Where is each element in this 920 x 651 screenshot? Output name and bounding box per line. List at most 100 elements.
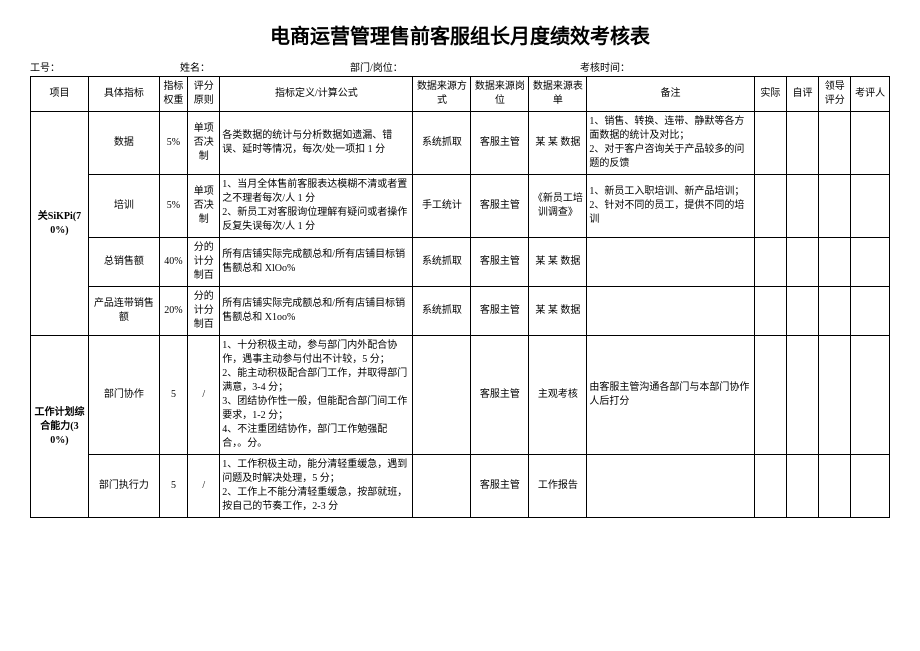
cell-self (786, 455, 818, 518)
cell-weight: 5 (159, 455, 187, 518)
cell-leader (819, 112, 851, 175)
group-cell: 关SiKPi(70%) (31, 112, 89, 336)
h-assessor: 考评人 (851, 77, 890, 112)
cell-source-form: 工作报告 (529, 455, 587, 518)
cell-actual (754, 112, 786, 175)
cell-actual (754, 175, 786, 238)
h-source-form: 数据来源表单 (529, 77, 587, 112)
cell-note (587, 238, 754, 287)
h-self: 自评 (786, 77, 818, 112)
cell-source-form: 《新员工培训调查》 (529, 175, 587, 238)
cell-note: 1、销售、转换、连带、静默等各方面数据的统计及对比； 2、对于客户咨询关于产品较… (587, 112, 754, 175)
cell-source-method (413, 455, 471, 518)
h-definition: 指标定义/计算公式 (220, 77, 413, 112)
h-leader: 领导评分 (819, 77, 851, 112)
h-indicator: 具体指标 (88, 77, 159, 112)
cell-definition: 各类数据的统计与分析数据如遗漏、错误、延时等情况，每次/处一项扣 1 分 (220, 112, 413, 175)
cell-rule: 单项否决制 (188, 112, 220, 175)
cell-source-post: 客服主管 (471, 238, 529, 287)
cell-source-form: 主观考核 (529, 336, 587, 455)
cell-assessor (851, 112, 890, 175)
cell-indicator: 产品连带销售额 (88, 287, 159, 336)
h-actual: 实际 (754, 77, 786, 112)
cell-rule: / (188, 455, 220, 518)
page-title: 电商运营管理售前客服组长月度绩效考核表 (30, 20, 890, 49)
cell-definition: 所有店铺实际完成额总和/所有店铺目标销售额总和 X1oo% (220, 287, 413, 336)
cell-self (786, 287, 818, 336)
table-row: 培训5%单项否决制1、当月全体售前客服表达模糊不清或者置之不理者每次/人 1 分… (31, 175, 890, 238)
cell-leader (819, 336, 851, 455)
cell-indicator: 培训 (88, 175, 159, 238)
cell-self (786, 112, 818, 175)
cell-rule: / (188, 336, 220, 455)
kpi-table: 项目 具体指标 指标权重 评分原则 指标定义/计算公式 数据来源方式 数据来源岗… (30, 76, 890, 518)
h-source-method: 数据来源方式 (413, 77, 471, 112)
cell-assessor (851, 238, 890, 287)
cell-definition: 1、当月全体售前客服表达模糊不清或者置之不理者每次/人 1 分 2、新员工对客服… (220, 175, 413, 238)
cell-source-form: 某 某 数据 (529, 112, 587, 175)
cell-definition: 1、十分积极主动，参与部门内外配合协作，遇事主动参与付出不计较，5 分； 2、能… (220, 336, 413, 455)
cell-source-post: 客服主管 (471, 112, 529, 175)
cell-weight: 5 (159, 336, 187, 455)
cell-source-form: 某 某 数据 (529, 287, 587, 336)
emp-no-label: 工号： (30, 59, 60, 74)
cell-actual (754, 455, 786, 518)
cell-rule: 分的计分制百 (188, 287, 220, 336)
cell-assessor (851, 455, 890, 518)
table-row: 总销售额40%分的计分制百所有店铺实际完成额总和/所有店铺目标销售额总和 XlO… (31, 238, 890, 287)
cell-leader (819, 175, 851, 238)
table-row: 产品连带销售额20%分的计分制百所有店铺实际完成额总和/所有店铺目标销售额总和 … (31, 287, 890, 336)
cell-actual (754, 287, 786, 336)
cell-assessor (851, 287, 890, 336)
dept-label: 部门/岗位： (350, 59, 403, 74)
cell-indicator: 总销售额 (88, 238, 159, 287)
cell-source-post: 客服主管 (471, 287, 529, 336)
table-row: 部门执行力5/1、工作积极主动，能分清轻重缓急，遇到问题及时解决处理，5 分； … (31, 455, 890, 518)
cell-self (786, 336, 818, 455)
h-rule: 评分原则 (188, 77, 220, 112)
cell-source-post: 客服主管 (471, 175, 529, 238)
cell-self (786, 175, 818, 238)
cell-indicator: 部门协作 (88, 336, 159, 455)
cell-weight: 40% (159, 238, 187, 287)
h-source-post: 数据来源岗位 (471, 77, 529, 112)
cell-note (587, 455, 754, 518)
cell-indicator: 数据 (88, 112, 159, 175)
name-label: 姓名： (180, 59, 210, 74)
cell-rule: 分的计分制百 (188, 238, 220, 287)
meta-row: 工号： 姓名： 部门/岗位： 考核时间： (30, 59, 890, 74)
cell-definition: 所有店铺实际完成额总和/所有店铺目标销售额总和 XlOo% (220, 238, 413, 287)
cell-leader (819, 455, 851, 518)
h-note: 备注 (587, 77, 754, 112)
table-row: 关SiKPi(70%)数据5%单项否决制各类数据的统计与分析数据如遗漏、错误、延… (31, 112, 890, 175)
cell-note (587, 287, 754, 336)
cell-source-post: 客服主管 (471, 455, 529, 518)
cell-assessor (851, 175, 890, 238)
h-project: 项目 (31, 77, 89, 112)
cell-source-post: 客服主管 (471, 336, 529, 455)
group-cell: 工作计划综合能力(30%) (31, 336, 89, 518)
period-label: 考核时间： (580, 59, 630, 74)
cell-actual (754, 238, 786, 287)
cell-rule: 单项否决制 (188, 175, 220, 238)
table-row: 工作计划综合能力(30%)部门协作5/1、十分积极主动，参与部门内外配合协作，遇… (31, 336, 890, 455)
cell-leader (819, 238, 851, 287)
cell-source-method (413, 336, 471, 455)
h-weight: 指标权重 (159, 77, 187, 112)
cell-source-method: 手工统计 (413, 175, 471, 238)
cell-self (786, 238, 818, 287)
cell-weight: 20% (159, 287, 187, 336)
cell-indicator: 部门执行力 (88, 455, 159, 518)
cell-source-method: 系统抓取 (413, 238, 471, 287)
cell-source-method: 系统抓取 (413, 112, 471, 175)
cell-definition: 1、工作积极主动，能分清轻重缓急，遇到问题及时解决处理，5 分； 2、工作上不能… (220, 455, 413, 518)
cell-note: 由客服主管沟通各部门与本部门协作人后打分 (587, 336, 754, 455)
cell-weight: 5% (159, 175, 187, 238)
cell-leader (819, 287, 851, 336)
header-row: 项目 具体指标 指标权重 评分原则 指标定义/计算公式 数据来源方式 数据来源岗… (31, 77, 890, 112)
cell-assessor (851, 336, 890, 455)
cell-actual (754, 336, 786, 455)
cell-weight: 5% (159, 112, 187, 175)
cell-note: 1、新员工入职培训、新产品培训； 2、针对不同的员工，提供不同的培训 (587, 175, 754, 238)
cell-source-form: 某 某 数据 (529, 238, 587, 287)
